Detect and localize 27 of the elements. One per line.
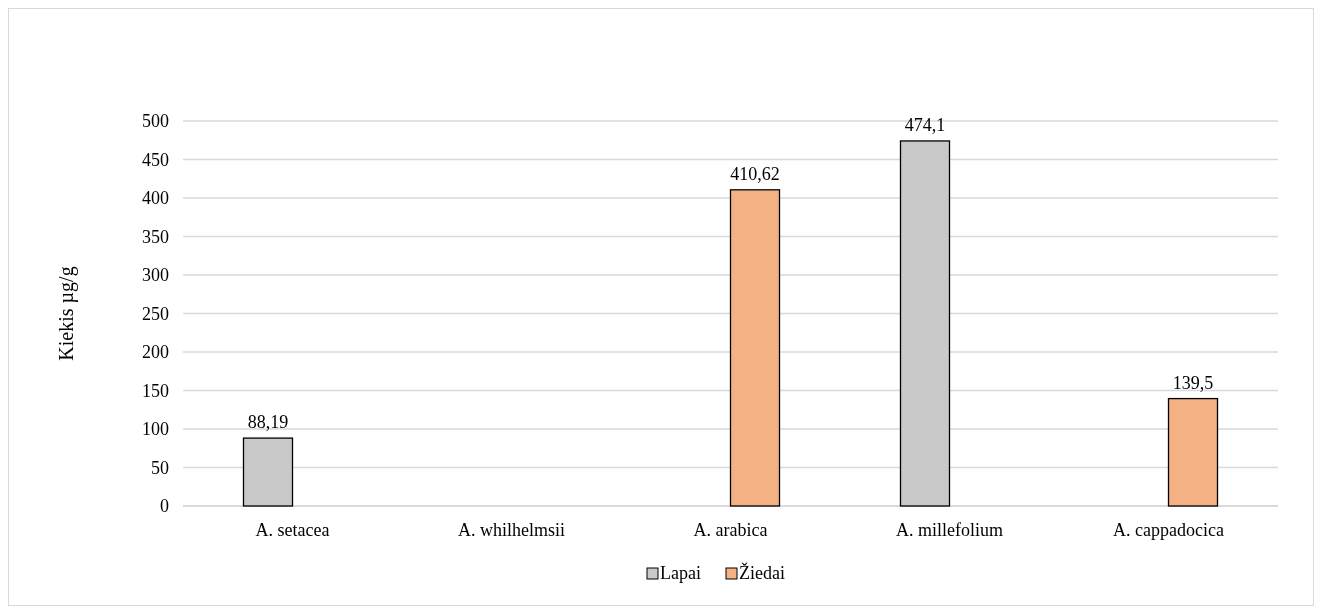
data-label: 410,62 xyxy=(730,163,780,184)
legend-label: Žiedai xyxy=(739,562,785,583)
bar xyxy=(899,140,951,507)
x-tick-label: A. whilhelmsii xyxy=(458,520,565,540)
y-tick-label: 500 xyxy=(142,111,169,132)
y-tick-label: 250 xyxy=(142,303,169,324)
y-tick-label: 0 xyxy=(160,496,169,517)
y-tick-label: 350 xyxy=(142,226,169,247)
x-tick-label: A. cappadocica xyxy=(1113,520,1224,540)
y-tick-label: 100 xyxy=(142,419,169,440)
y-tick-label: 400 xyxy=(142,188,169,209)
data-label: 139,5 xyxy=(1172,372,1214,393)
y-tick-label: 50 xyxy=(151,457,169,478)
bar xyxy=(242,437,294,507)
x-tick-label: A. arabica xyxy=(693,520,768,540)
bar xyxy=(729,189,781,507)
data-label: 88,19 xyxy=(247,412,289,433)
y-tick-label: 150 xyxy=(142,380,169,401)
y-tick-label: 450 xyxy=(142,149,169,170)
x-tick-label: A. millefolium xyxy=(896,520,1003,540)
y-tick-label: 200 xyxy=(142,342,169,363)
x-tick-label: A. setacea xyxy=(255,520,330,540)
bar xyxy=(1167,397,1219,507)
legend-label: Lapai xyxy=(660,563,701,583)
data-label: 474,1 xyxy=(904,114,946,135)
y-axis-title: Kiekis µg/g xyxy=(55,266,78,361)
y-tick-label: 300 xyxy=(142,265,169,286)
